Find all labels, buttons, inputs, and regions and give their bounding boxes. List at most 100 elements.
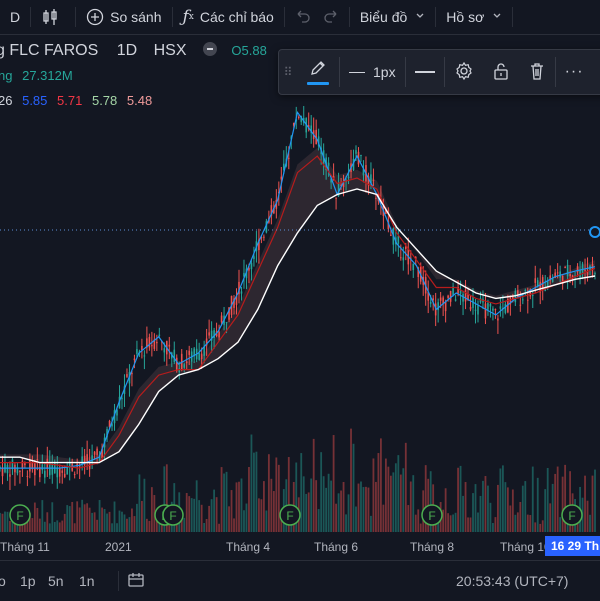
volume-bar: [342, 481, 345, 532]
interval-value: 1D: [116, 42, 138, 59]
candle: [522, 293, 524, 305]
volume-bar: [195, 480, 198, 532]
line-color-button[interactable]: [297, 50, 339, 94]
profile-dropdown[interactable]: Hồ sơ: [436, 0, 512, 34]
settings-button[interactable]: [445, 50, 483, 94]
undo-button[interactable]: [285, 0, 317, 34]
volume-bar: [469, 517, 472, 532]
volume-label: ng: [0, 68, 13, 83]
volume-bar: [536, 477, 539, 532]
volume-bar: [53, 521, 56, 532]
range-button-1p[interactable]: 1p: [20, 573, 36, 589]
svg-text:F: F: [16, 509, 23, 523]
volume-bar: [103, 509, 106, 532]
candle: [9, 461, 11, 490]
volume-bar: [494, 517, 497, 532]
range-button-5n[interactable]: 5n: [48, 573, 64, 589]
candle: [452, 282, 454, 297]
unlock-icon: [492, 61, 510, 84]
volume-bar: [141, 500, 143, 532]
event-marker-icon[interactable]: F: [279, 504, 301, 526]
event-marker-icon[interactable]: F: [9, 504, 31, 526]
range-button-1n[interactable]: 1n: [79, 573, 95, 589]
date-range-button[interactable]: [127, 571, 145, 592]
volume-bar: [243, 510, 245, 532]
candle: [141, 338, 143, 359]
volume-bar: [6, 511, 9, 532]
candle: [238, 269, 240, 304]
line-style-icon: [414, 71, 435, 73]
interval-button[interactable]: D: [0, 0, 30, 34]
volume-bar: [477, 512, 479, 532]
volume-bar: [213, 489, 216, 532]
candle: [412, 263, 415, 278]
candle: [163, 342, 166, 362]
volume-bar: [399, 474, 402, 532]
volume-bar: [467, 517, 469, 532]
candle: [594, 271, 596, 280]
x-tick-label: Tháng 6: [314, 540, 359, 554]
candle: [437, 298, 439, 323]
volume-bar: [355, 506, 357, 532]
volume-bar: [315, 480, 318, 532]
candle: [497, 314, 499, 334]
candle: [148, 333, 151, 351]
event-marker-icon[interactable]: F: [421, 504, 443, 526]
clock[interactable]: 20:53:43 (UTC+7): [456, 573, 569, 589]
time-axis[interactable]: Tháng 11 2021 Tháng 4 Tháng 6 Tháng 8 Th…: [0, 536, 600, 558]
candle: [360, 154, 362, 162]
volume-bar: [569, 471, 572, 532]
candle: [427, 280, 430, 314]
drag-handle[interactable]: ⠿: [283, 65, 293, 79]
event-marker-icon[interactable]: F: [561, 504, 583, 526]
volume-bar: [265, 510, 268, 532]
hide-icon[interactable]: [202, 42, 217, 56]
volume-bar: [295, 462, 298, 532]
volume-bar: [51, 502, 54, 532]
volume-bar: [350, 428, 352, 532]
chart-type-dropdown[interactable]: Biểu đồ: [350, 0, 435, 34]
candle: [370, 162, 372, 190]
candle: [93, 451, 96, 460]
volume-bar: [394, 463, 397, 532]
volume-bar: [287, 457, 290, 532]
volume-bar: [133, 516, 136, 532]
candle: [263, 234, 265, 241]
price-chart[interactable]: FFFFFF: [0, 35, 600, 558]
lock-button[interactable]: [483, 50, 519, 94]
compare-button[interactable]: So sánh: [76, 0, 171, 34]
chart-type-label: Biểu đồ: [359, 9, 408, 25]
volume-bar: [375, 481, 377, 532]
drawing-handle[interactable]: [589, 226, 600, 238]
candle: [121, 394, 123, 410]
exchange-value: HSX: [153, 42, 187, 59]
candle: [258, 228, 260, 264]
event-marker-icon[interactable]: F: [162, 504, 184, 526]
candle: [315, 119, 317, 145]
compare-label: So sánh: [110, 9, 162, 25]
add-circle-icon: [86, 8, 104, 26]
volume-bar: [123, 514, 126, 532]
line-style-button[interactable]: [406, 50, 444, 94]
candle: [41, 454, 44, 474]
more-button[interactable]: ···: [556, 50, 593, 94]
volume-bar: [76, 501, 79, 532]
candle: [392, 227, 395, 254]
candle: [133, 354, 136, 369]
volume-bar: [116, 523, 118, 532]
volume-bar: [228, 506, 230, 532]
volume-bar: [392, 472, 395, 532]
candle: [499, 297, 502, 317]
volume-bar: [310, 478, 313, 532]
volume-bar: [163, 466, 166, 532]
volume-bar: [240, 478, 243, 532]
redo-button[interactable]: [317, 0, 349, 34]
chart-style-button[interactable]: [31, 0, 75, 34]
candle: [566, 259, 569, 290]
line-width-button[interactable]: 1px: [340, 50, 405, 94]
candle: [367, 172, 370, 195]
delete-button[interactable]: [519, 50, 555, 94]
volume-bar: [61, 520, 64, 532]
range-button[interactable]: o: [0, 573, 6, 589]
